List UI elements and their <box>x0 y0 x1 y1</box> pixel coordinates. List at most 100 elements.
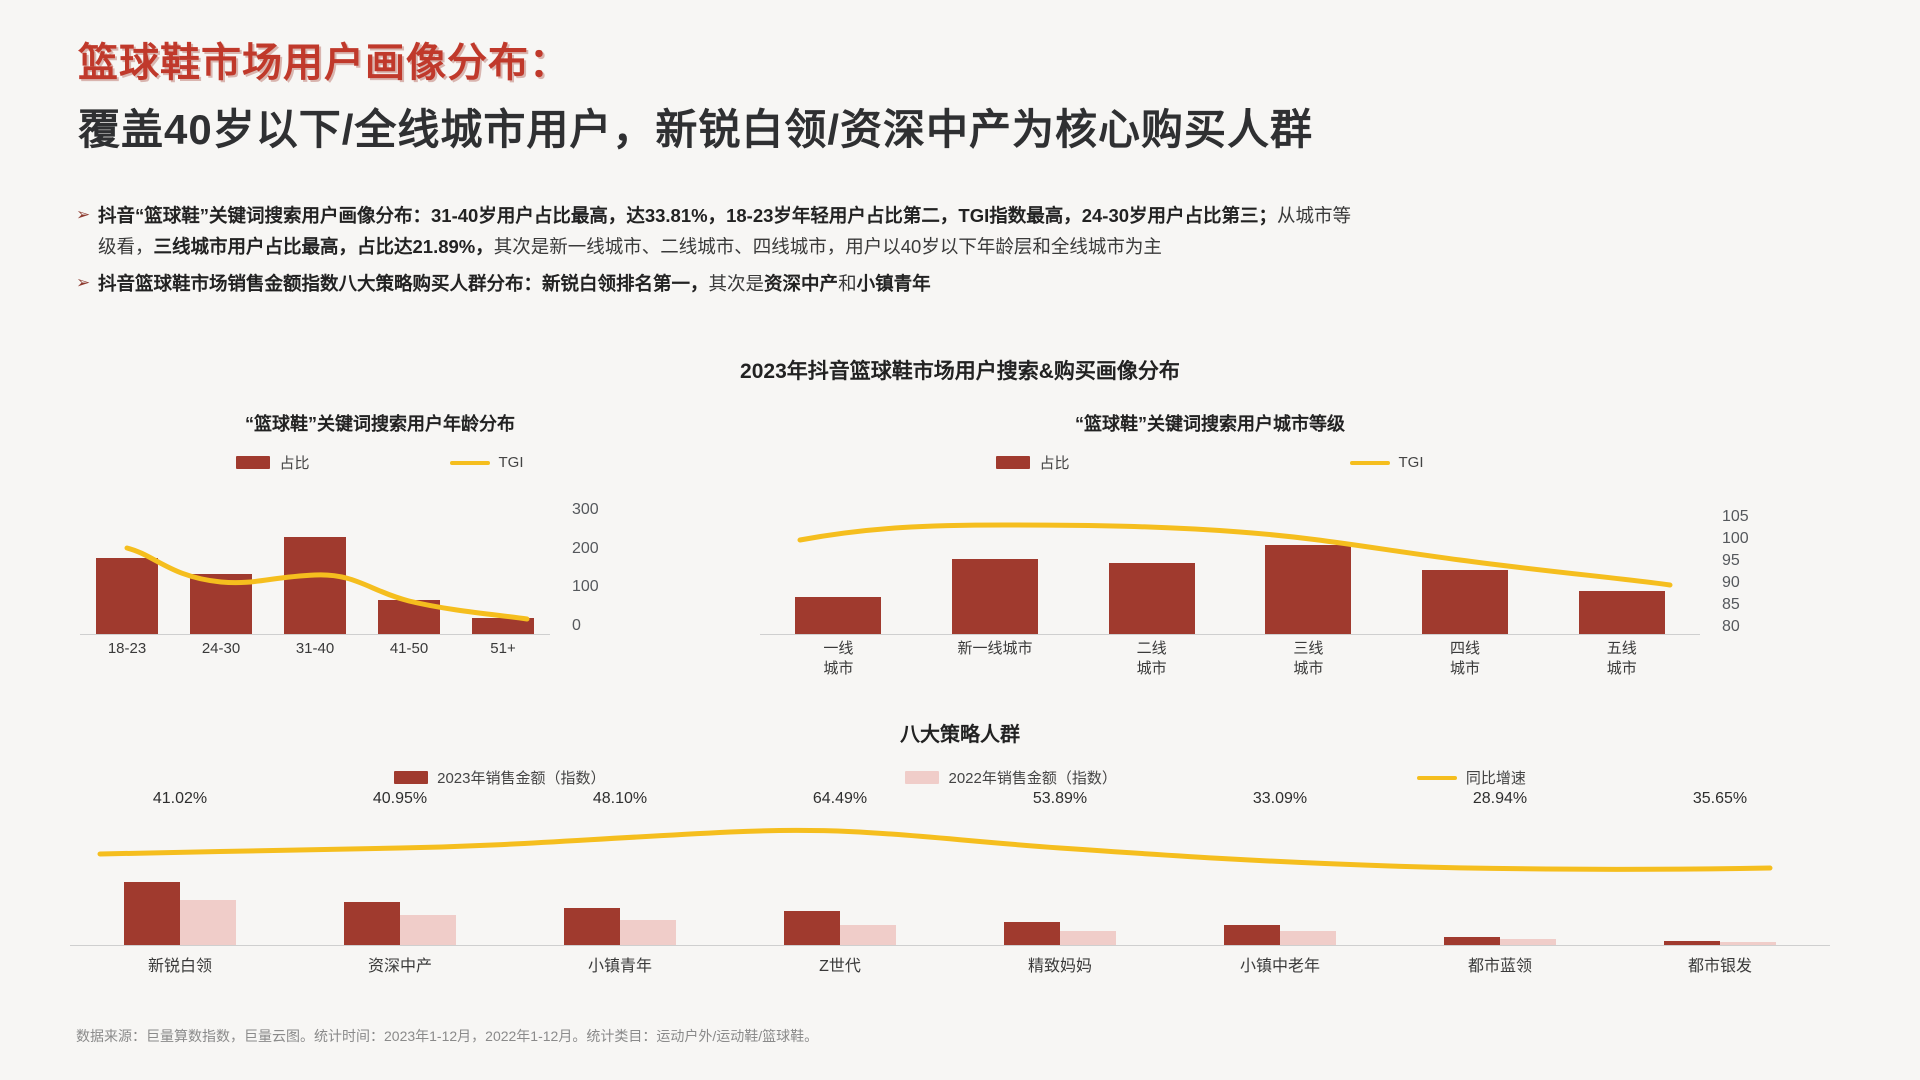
bar-group[interactable] <box>290 866 510 946</box>
bar-group[interactable] <box>1170 866 1390 946</box>
bar-slot[interactable] <box>268 515 362 635</box>
chart-city-bars <box>760 515 1700 635</box>
pct-zshidai: 64.49% <box>812 790 868 807</box>
bullet2-tail: 其次是 <box>708 273 765 294</box>
xlabel-new-tier1: 新一线城市 <box>957 640 1033 657</box>
bar-2022-xinrui[interactable] <box>180 900 236 946</box>
bar-group[interactable] <box>1610 866 1830 946</box>
bar-group[interactable] <box>730 866 950 946</box>
bar-tier2[interactable] <box>1108 563 1195 635</box>
xlabel-jingzhimama: 精致妈妈 <box>1027 958 1092 975</box>
bar-slot[interactable] <box>917 515 1074 635</box>
legend-bar-swatch-icon <box>996 456 1031 469</box>
xlabel-dushilanling: 都市蓝领 <box>1467 958 1532 975</box>
chart-city-title: “篮球鞋”关键词搜索用户城市等级 <box>1075 414 1345 434</box>
bar-2022-zishen[interactable] <box>400 915 456 946</box>
chart-city-plot: 一线 城市 新一线城市 二线 城市 三线 城市 四线 城市 五线 城市 105 100 9… <box>760 508 1749 677</box>
xlabel-tier4: 四线 城市 <box>1450 640 1481 677</box>
ytick-200: 200 <box>572 539 599 557</box>
bar-slot[interactable] <box>1073 515 1230 635</box>
xlabel-zshidai: Z世代 <box>819 958 861 975</box>
data-source-note: 数据来源：巨量算数指数，巨量云图。统计时间：2023年1-12月，2022年1-… <box>76 1028 819 1044</box>
legend-bar-swatch-icon <box>236 456 271 469</box>
bullet-arrow-icon-2: ➢ <box>76 273 91 292</box>
bar-2023-dushilanling[interactable] <box>1444 937 1500 946</box>
bar-slot[interactable] <box>760 515 917 635</box>
bar-2022-jingzhimama[interactable] <box>1060 931 1116 946</box>
bar-2023-zishen[interactable] <box>344 902 400 946</box>
chart-crowd-plot: 41.02% 40.95% 48.10% 64.49% 53.89% 33.09… <box>70 790 1830 975</box>
bullet2-b2: 资深中产 <box>764 273 839 294</box>
legend-city-share: 占比 <box>996 452 1070 473</box>
bar-2023-zshidai[interactable] <box>784 911 840 946</box>
xlabel-tier5: 五线 城市 <box>1606 640 1637 677</box>
chart-crowd-xlabels: 新锐白领 资深中产 小镇青年 Z世代 精致妈妈 小镇中老年 都市蓝领 都市银发 <box>70 952 1830 976</box>
bar-2023-xiaozhenzln[interactable] <box>1224 925 1280 946</box>
pct-xiaozhen-qingnian: 48.10% <box>592 790 648 807</box>
legend-bar-swatch-icon <box>394 771 429 784</box>
chart-crowd-panel: 八大策略人群 2023年销售金额（指数） 2022年销售金额（指数） 同比增速 … <box>40 718 1880 975</box>
chart-age-panel: “篮球鞋”关键词搜索用户年龄分布 占比 TGI <box>60 410 700 657</box>
xlabel-51plus: 51+ <box>490 640 516 657</box>
bar-2023-jingzhimama[interactable] <box>1004 922 1060 946</box>
bullet-text-2: 抖音篮球鞋市场销售金额指数八大策略购买人群分布：新锐白领排名第一，其次是资深中产… <box>98 268 931 299</box>
bullet-text-1: 抖音“篮球鞋”关键词搜索用户画像分布：31-40岁用户占比最高，达33.81%，… <box>98 200 1351 262</box>
bar-slot[interactable] <box>456 515 550 635</box>
bar-31-40[interactable] <box>284 537 346 635</box>
bar-slot[interactable] <box>80 515 174 635</box>
bar-2023-dushiyinfa[interactable] <box>1664 941 1720 946</box>
legend-crowd-2023-label: 2023年销售金额（指数） <box>437 770 606 787</box>
bar-group[interactable] <box>70 866 290 946</box>
bar-slot[interactable] <box>174 515 268 635</box>
bar-slot[interactable] <box>1543 515 1700 635</box>
bullet1-l2b: 三线城市用户占比最高，占比达21.89%， <box>153 236 494 257</box>
bar-2022-dushiyinfa[interactable] <box>1720 942 1776 946</box>
bullet1-l2c: 其次是新一线城市、二线城市、四线城市，用户以40岁以下年龄层和全线城市为主 <box>493 236 1162 257</box>
legend-city-tgi-label: TGI <box>1398 454 1424 471</box>
xlabel-24-30: 24-30 <box>201 640 241 657</box>
bar-tier1[interactable] <box>795 597 882 635</box>
bar-slot[interactable] <box>1387 515 1544 635</box>
bullet1-lead: 抖音“篮球鞋”关键词搜索用户画像分布： <box>98 205 432 226</box>
bar-tier3[interactable] <box>1265 545 1352 635</box>
bar-24-30[interactable] <box>190 574 252 635</box>
bar-slot[interactable] <box>1230 515 1387 635</box>
legend-age-tgi: TGI <box>449 454 524 471</box>
legend-age-tgi-label: TGI <box>498 454 524 471</box>
bullet1-tail: 从城市等 <box>1277 205 1352 226</box>
bullet1-l2a: 级看， <box>98 236 154 257</box>
page-title-red: 篮球鞋市场用户画像分布： <box>78 41 570 85</box>
bar-2023-xiaozhenqn[interactable] <box>564 908 620 946</box>
bullet2-b3: 小镇青年 <box>856 273 931 294</box>
bar-2022-dushilanling[interactable] <box>1500 939 1556 946</box>
bar-new-tier1[interactable] <box>952 559 1038 635</box>
bar-group[interactable] <box>950 866 1170 946</box>
bullet2-tail2: 和 <box>838 273 857 294</box>
pct-dushi-lanling: 28.94% <box>1472 790 1528 807</box>
chart-crowd-legend: 2023年销售金额（指数） 2022年销售金额（指数） 同比增速 <box>40 767 1880 788</box>
bullet-list: ➢ 抖音“篮球鞋”关键词搜索用户画像分布：31-40岁用户占比最高，达33.81… <box>76 200 1866 305</box>
bar-slot[interactable] <box>362 515 456 635</box>
bar-group[interactable] <box>510 866 730 946</box>
xlabel-tier3: 三线 城市 <box>1293 640 1324 677</box>
bar-51plus[interactable] <box>472 618 534 635</box>
bar-tier5[interactable] <box>1578 591 1665 635</box>
bullet-item-1: ➢ 抖音“篮球鞋”关键词搜索用户画像分布：31-40岁用户占比最高，达33.81… <box>76 200 1866 262</box>
bar-2022-xiaozhenqn[interactable] <box>620 920 676 946</box>
main-chart-title: 2023年抖音篮球鞋市场用户搜索&购买画像分布 <box>740 360 1180 383</box>
bar-2022-zshidai[interactable] <box>840 925 896 946</box>
bullet-item-2: ➢ 抖音篮球鞋市场销售金额指数八大策略购买人群分布：新锐白领排名第一，其次是资深… <box>76 268 1866 299</box>
bar-group[interactable] <box>1390 866 1610 946</box>
bar-18-23[interactable] <box>96 558 158 635</box>
chart-city-xlabels: 一线 城市 新一线城市 二线 城市 三线 城市 四线 城市 五线 城市 <box>760 639 1700 679</box>
bar-tier4[interactable] <box>1422 570 1509 635</box>
bar-2023-xinrui[interactable] <box>124 882 180 946</box>
legend-city-tgi: TGI <box>1349 454 1424 471</box>
pct-zishen: 40.95% <box>372 790 428 807</box>
xlabel-18-23: 18-23 <box>107 640 147 657</box>
chart-age-bars <box>80 515 550 635</box>
bar-2022-xiaozhenzln[interactable] <box>1280 931 1336 946</box>
bar-41-50[interactable] <box>378 600 440 635</box>
ytick-90: 90 <box>1722 574 1740 591</box>
